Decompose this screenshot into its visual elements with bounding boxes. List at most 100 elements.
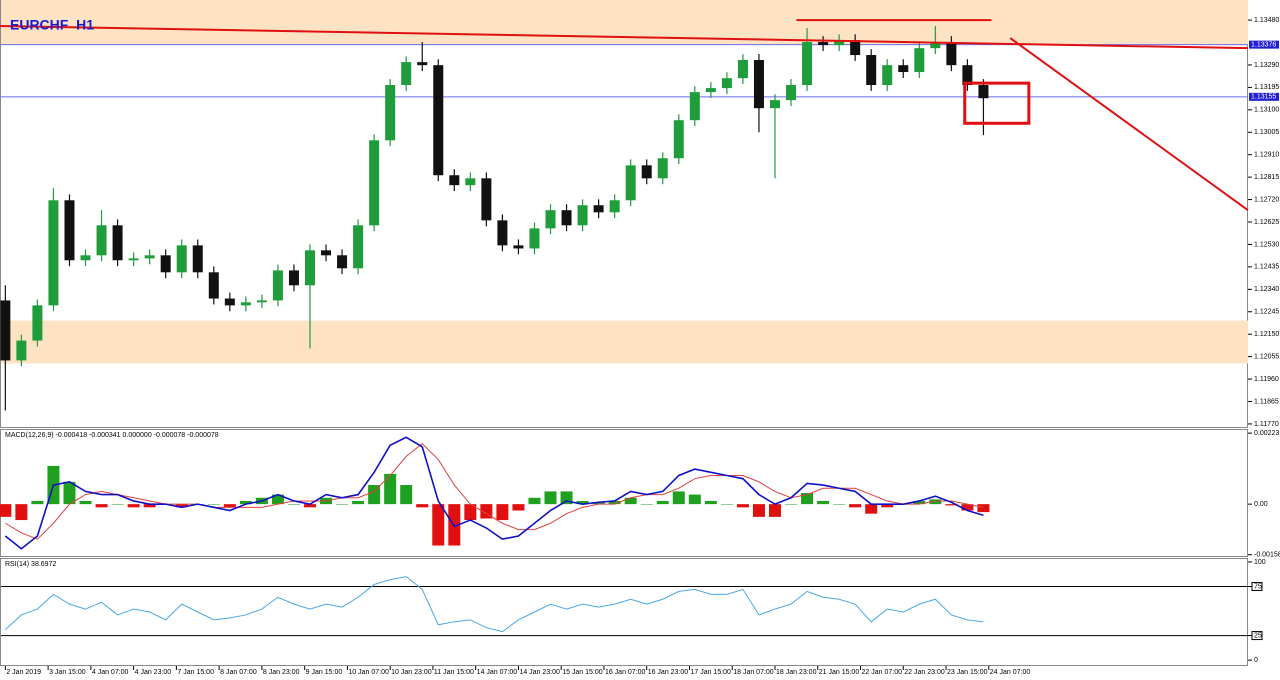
x-tick-label: 16 Jan 07:00 [605, 669, 646, 676]
x-tick-label: 3 Jan 15:00 [49, 669, 86, 676]
histogram-bar [31, 500, 44, 505]
level-box [1251, 581, 1263, 591]
histogram-bar [63, 481, 76, 505]
macd-line [4, 436, 984, 550]
y-tick-label: -0.001588 [1254, 552, 1280, 559]
candle-body [401, 62, 412, 86]
candle-body [176, 245, 187, 273]
histogram-bar [865, 504, 878, 514]
histogram-bar [768, 504, 781, 517]
x-tick-label: 18 Jan 23:00 [776, 669, 817, 676]
x-tick-label: 4 Jan 07:00 [92, 669, 129, 676]
x-tick-label: 9 Jan 15:00 [306, 669, 343, 676]
x-tick-label: 2 Jan 2019 [6, 669, 41, 676]
y-tick-label: 1.12340 [1254, 286, 1279, 293]
candle-body [625, 165, 636, 201]
candle-body [64, 200, 75, 261]
y-tick-label: 0.00 [1254, 501, 1268, 508]
chart-title: RSI(14) 38.6972 [5, 561, 56, 568]
histogram-bar [672, 491, 685, 505]
histogram-bar [400, 485, 413, 505]
y-tick-label: 75 [1254, 583, 1262, 590]
y-tick-label: 1.11960 [1254, 376, 1279, 383]
histogram-bar [0, 504, 12, 517]
histogram-bar [913, 500, 926, 505]
histogram-bar [464, 504, 477, 521]
candle-body [753, 59, 764, 109]
candle-body [818, 42, 829, 46]
candle-body [641, 165, 652, 179]
histogram-bar [95, 504, 108, 508]
candle-body [850, 40, 861, 56]
y-tick-label: 1.12435 [1254, 264, 1279, 271]
trendline [1009, 37, 1249, 212]
histogram-bar [929, 499, 942, 505]
candle-body [930, 42, 941, 49]
y-tick-label: 1.13290 [1254, 62, 1279, 69]
y-tick-label: 1.12910 [1254, 152, 1279, 159]
histogram-bar [704, 500, 717, 505]
candle-body [224, 298, 235, 306]
candle-body [32, 305, 43, 341]
y-tick-label: 25 [1254, 632, 1262, 639]
rsi-panel [0, 558, 1248, 666]
candle-body [577, 205, 588, 226]
histogram-bar [143, 504, 156, 508]
candle-body [208, 272, 219, 299]
candle-body [304, 250, 315, 286]
x-tick-label: 22 Jan 07:00 [862, 669, 903, 676]
candle-body [16, 340, 27, 361]
x-tick-label: 17 Jan 15:00 [690, 669, 731, 676]
candle-body [80, 255, 91, 261]
candle-body [433, 65, 444, 176]
candle-body [337, 255, 348, 269]
histogram-bar [352, 500, 365, 505]
histogram-bar [608, 500, 621, 505]
candle-body [978, 85, 989, 99]
histogram-bar [287, 504, 300, 505]
candle-body [946, 42, 957, 66]
histogram-bar [15, 504, 28, 521]
candle-body [513, 245, 524, 249]
x-tick-label: 10 Jan 07:00 [348, 669, 389, 676]
histogram-bar [945, 504, 958, 506]
candle-body [369, 140, 380, 226]
price-label-box [1249, 92, 1279, 101]
candle-body [898, 65, 909, 73]
histogram-bar [239, 500, 252, 505]
histogram-bar [175, 504, 188, 508]
candle-body [96, 225, 107, 256]
level-box [1251, 631, 1263, 641]
x-tick-label: 22 Jan 23:00 [904, 669, 945, 676]
histogram-bar [79, 500, 92, 505]
histogram-bar [271, 494, 284, 505]
candle-body [786, 85, 797, 101]
y-tick-label: 1.13100 [1254, 107, 1279, 114]
y-tick-label: 1.12245 [1254, 309, 1279, 316]
histogram-bar [528, 497, 541, 505]
histogram-bar [640, 504, 653, 505]
candle-body [321, 250, 332, 256]
x-tick-label: 15 Jan 15:00 [562, 669, 603, 676]
x-tick-label: 11 Jan 15:00 [434, 669, 474, 676]
candle-body [834, 40, 845, 46]
y-tick-label: 1.11865 [1254, 398, 1279, 405]
candle-body [353, 225, 364, 269]
histogram-bar [303, 504, 316, 508]
candle-body [609, 200, 620, 213]
y-tick-label: 1.13480 [1254, 17, 1279, 24]
rsi-line [5, 576, 984, 633]
candle-body [481, 178, 492, 221]
y-tick-label: 1.13195 [1254, 84, 1279, 91]
histogram-bar [336, 504, 349, 505]
candle-body [705, 88, 716, 93]
y-tick-label: 1.12720 [1254, 196, 1279, 203]
x-tick-label: 8 Jan 23:00 [263, 669, 300, 676]
price-label: 1.13155 [1251, 94, 1276, 101]
candle-body [721, 78, 732, 89]
zone [1, 320, 1248, 364]
candle-body [657, 158, 668, 179]
histogram-bar [656, 500, 669, 505]
y-tick-label: 1.12530 [1254, 241, 1279, 248]
candle-body [465, 178, 476, 186]
